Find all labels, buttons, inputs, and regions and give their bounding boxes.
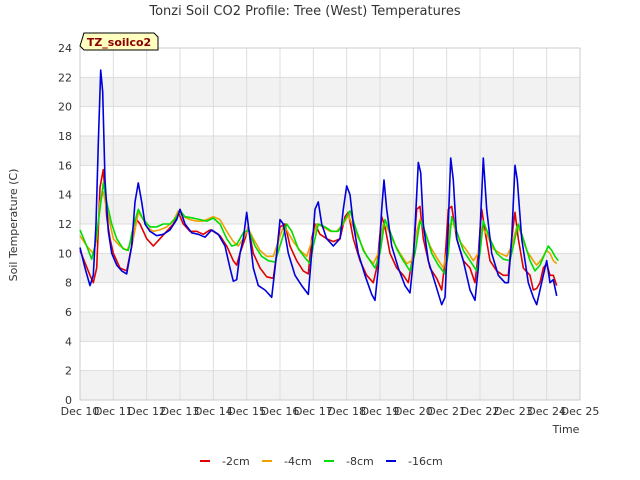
grid-band xyxy=(80,253,580,283)
x-tick-label: Dec 23 xyxy=(494,405,533,418)
y-axis-label: Soil Temperature (C) xyxy=(7,169,20,282)
x-axis-label: Time xyxy=(552,423,580,436)
series-lines xyxy=(79,69,559,306)
plot-frame xyxy=(79,47,581,401)
series-line-16cm xyxy=(79,69,558,306)
x-tick-label: Dec 25 xyxy=(561,405,600,418)
legend-label: -16cm xyxy=(408,455,443,468)
x-tick-label: Dec 10 xyxy=(61,405,100,418)
grid-band xyxy=(80,194,580,224)
x-tick-label: Dec 15 xyxy=(227,405,266,418)
y-tick-label: 12 xyxy=(58,218,72,231)
x-tick-label: Dec 21 xyxy=(427,405,466,418)
x-tick-label: Dec 19 xyxy=(361,405,400,418)
series-line-2cm xyxy=(79,168,558,291)
y-tick-label: 20 xyxy=(58,101,72,114)
badge: TZ_soilco2 xyxy=(79,32,159,51)
series-line-8cm xyxy=(79,182,559,275)
grid-band xyxy=(80,136,580,166)
badge-label: TZ_soilco2 xyxy=(87,36,151,49)
x-tick-label: Dec 22 xyxy=(461,405,500,418)
y-tick-label: 18 xyxy=(58,130,72,143)
x-tick-label: Dec 24 xyxy=(527,405,566,418)
y-tick-label: 10 xyxy=(58,247,72,260)
y-tick-label: 6 xyxy=(65,306,72,319)
x-tick-label: Dec 20 xyxy=(394,405,433,418)
x-tick-label: Dec 17 xyxy=(294,405,333,418)
x-tick-label: Dec 18 xyxy=(327,405,366,418)
x-tick-label: Dec 16 xyxy=(261,405,300,418)
badge-box xyxy=(79,32,159,51)
y-tick-label: 0 xyxy=(65,394,72,407)
y-tick-label: 24 xyxy=(58,42,72,55)
y-tick-label: 4 xyxy=(65,335,72,348)
x-tick-label: Dec 12 xyxy=(127,405,166,418)
x-tick-label: Dec 11 xyxy=(94,405,133,418)
y-tick-label: 16 xyxy=(58,159,72,172)
legend-label: -2cm xyxy=(222,455,250,468)
y-tick-label: 22 xyxy=(58,71,72,84)
y-tick-label: 14 xyxy=(58,189,72,202)
legend: -2cm -4cm -8cm -16cm xyxy=(200,455,443,468)
grid-band xyxy=(80,312,580,342)
legend-label: -4cm xyxy=(284,455,312,468)
legend-label: -8cm xyxy=(346,455,374,468)
x-tick-label: Dec 13 xyxy=(161,405,200,418)
y-tick-label: 2 xyxy=(65,365,72,378)
chart-title: Tonzi Soil CO2 Profile: Tree (West) Temp… xyxy=(148,4,461,19)
x-tick-label: Dec 14 xyxy=(194,405,233,418)
grid-band xyxy=(80,77,580,107)
y-tick-label: 8 xyxy=(65,277,72,290)
grid-lines xyxy=(79,47,581,401)
grid-band xyxy=(80,370,580,400)
